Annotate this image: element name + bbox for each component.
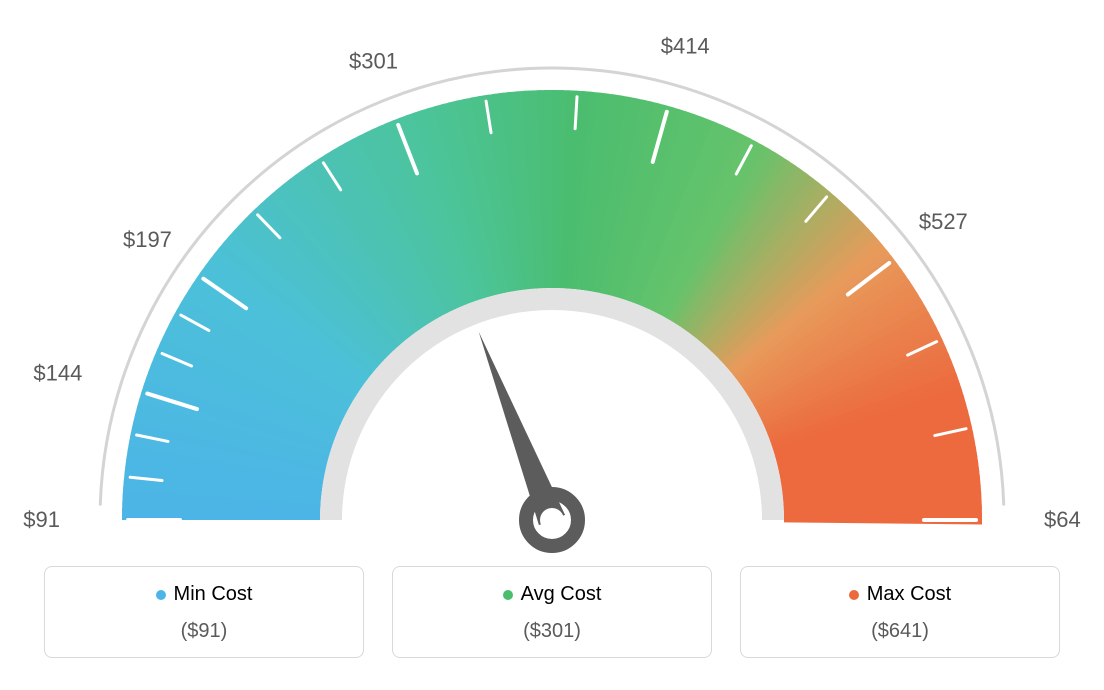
chart-container: $91 $144 $197 $301 $414 $527 $641 Min Cost ($9…	[0, 0, 1104, 690]
svg-text:$197: $197	[123, 227, 172, 252]
legend-value-avg: ($301)	[393, 620, 711, 643]
gauge-chart: $91 $144 $197 $301 $414 $527 $641	[22, 0, 1082, 560]
legend-label-max: Max Cost	[849, 583, 951, 606]
legend-label-avg-text: Avg Cost	[521, 583, 602, 606]
svg-text:$414: $414	[661, 33, 710, 58]
legend-label-avg: Avg Cost	[503, 583, 602, 606]
legend-dot-max	[849, 590, 859, 600]
legend-card-max: Max Cost ($641)	[740, 566, 1060, 658]
gauge-area: $91 $144 $197 $301 $414 $527 $641	[0, 0, 1104, 560]
legend-value-max: ($641)	[741, 620, 1059, 643]
legend-card-min: Min Cost ($91)	[44, 566, 364, 658]
svg-text:$144: $144	[33, 360, 82, 385]
legend-dot-min	[156, 590, 166, 600]
legend-label-max-text: Max Cost	[867, 583, 951, 606]
legend-label-min: Min Cost	[156, 583, 253, 606]
svg-text:$527: $527	[919, 209, 968, 234]
svg-text:$301: $301	[349, 49, 398, 74]
legend-row: Min Cost ($91) Avg Cost ($301) Max Cost …	[0, 566, 1104, 658]
legend-label-min-text: Min Cost	[174, 583, 253, 606]
svg-text:$641: $641	[1044, 507, 1082, 532]
legend-card-avg: Avg Cost ($301)	[392, 566, 712, 658]
svg-text:$91: $91	[23, 507, 60, 532]
legend-dot-avg	[503, 590, 513, 600]
legend-value-min: ($91)	[45, 620, 363, 643]
